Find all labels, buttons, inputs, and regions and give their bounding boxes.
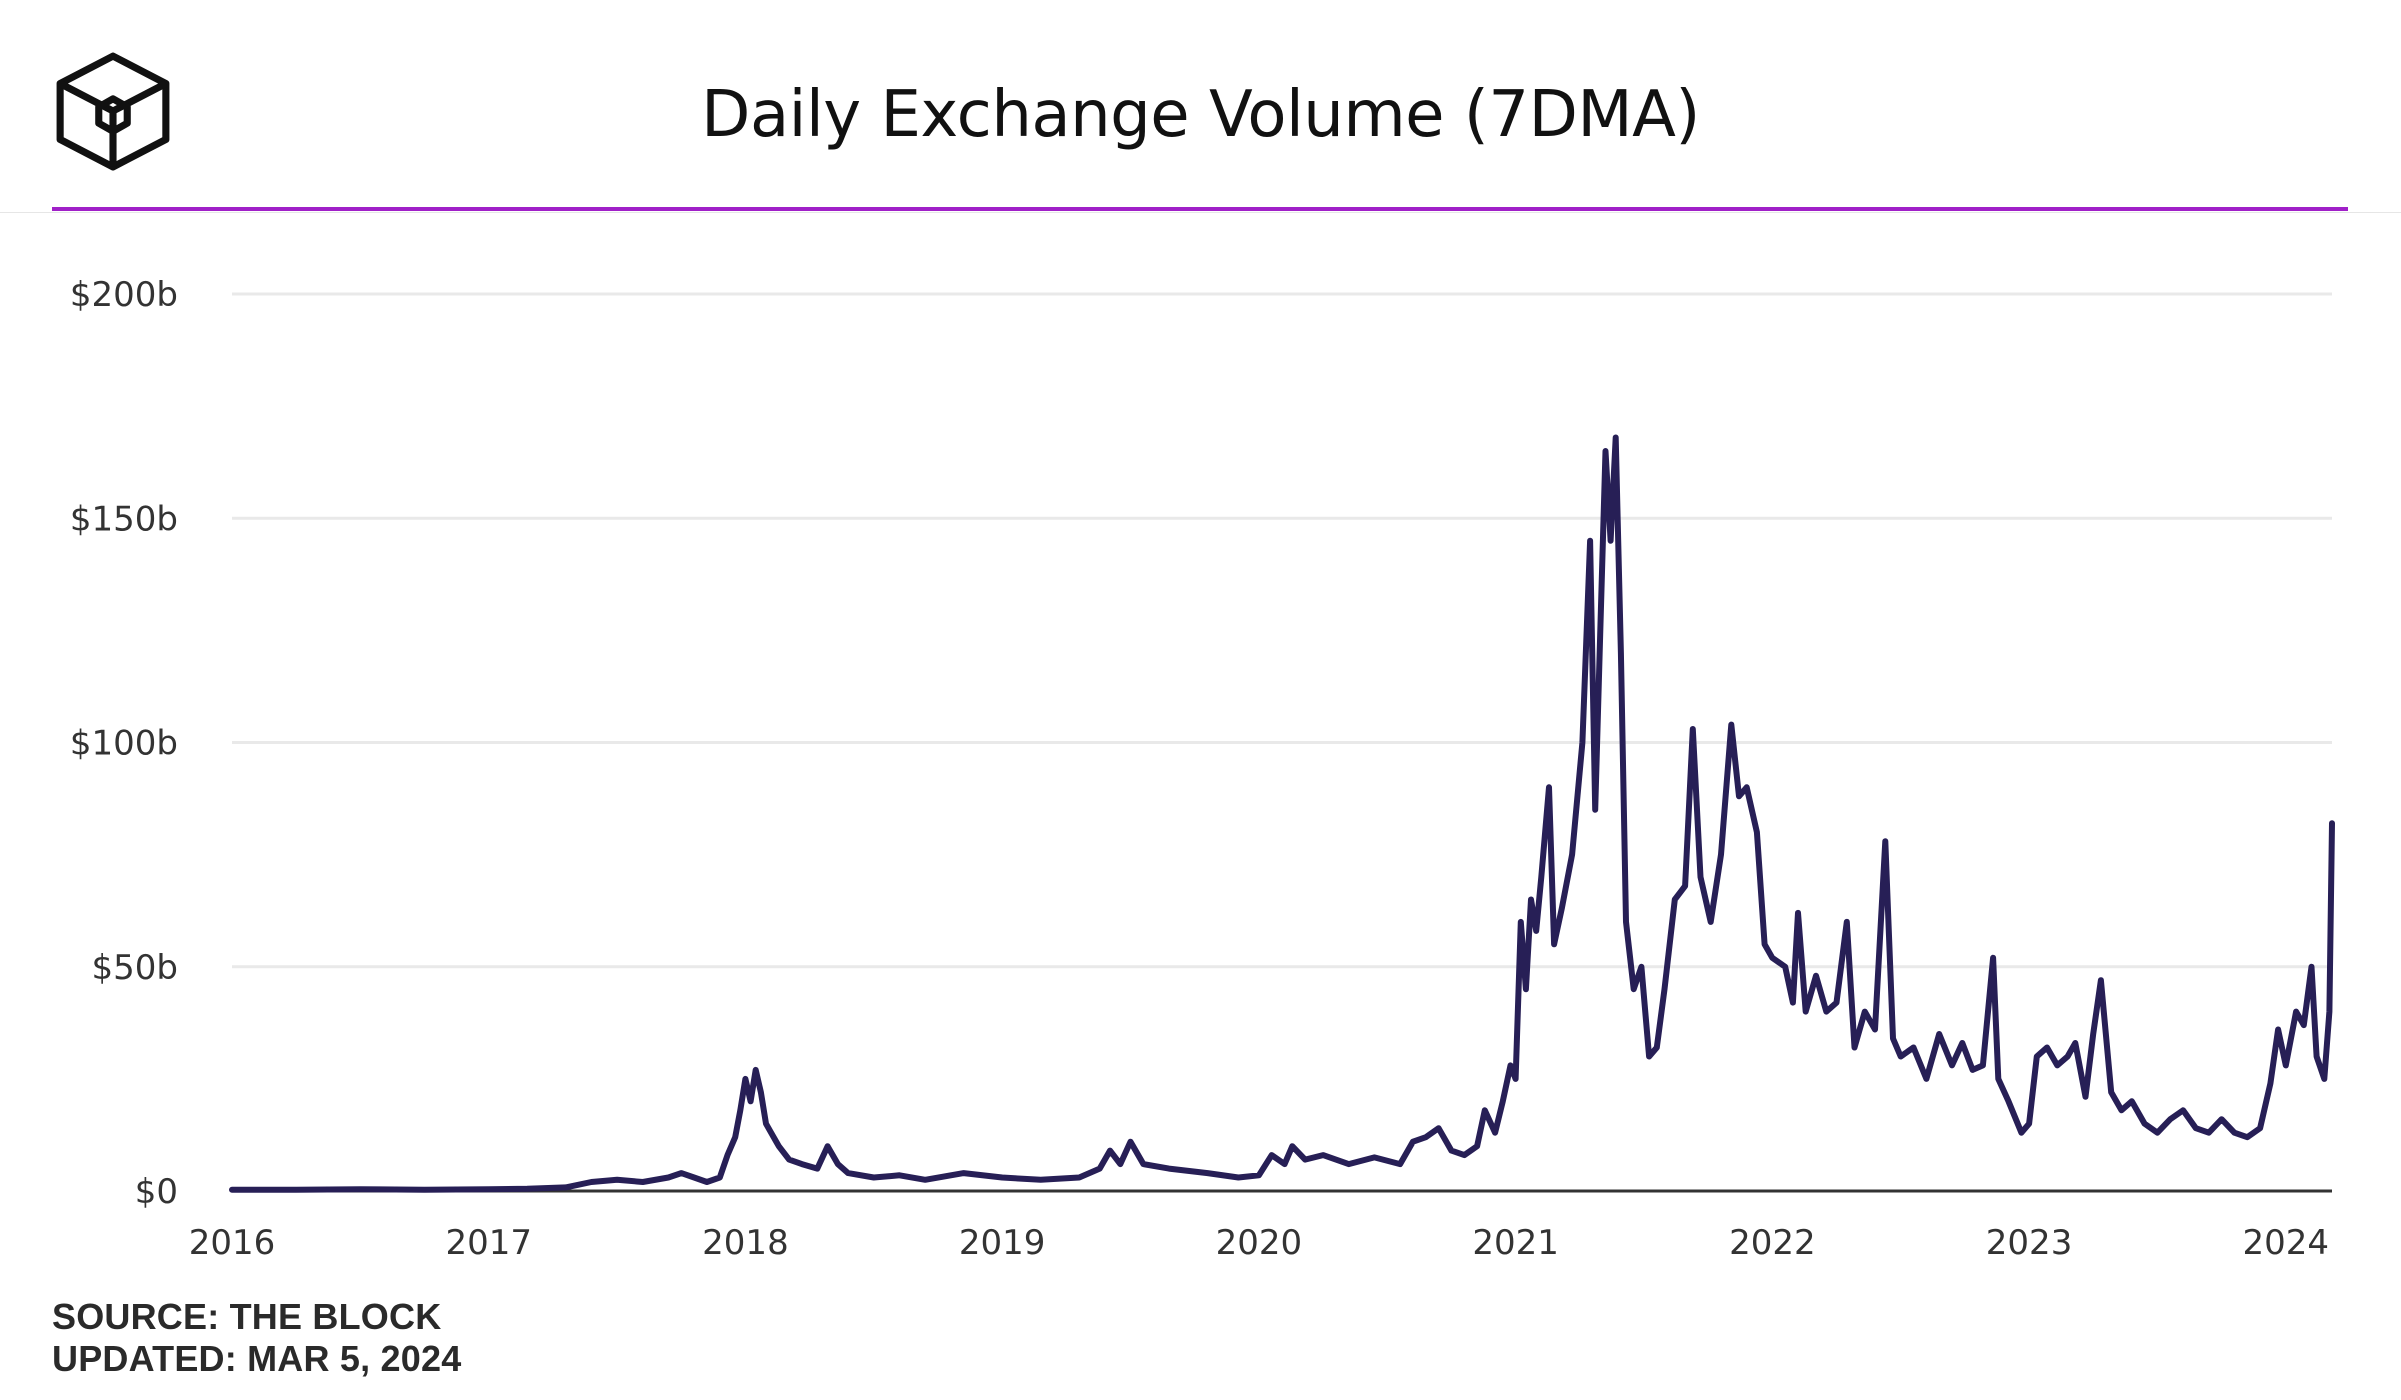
source-note: SOURCE: THE BLOCK <box>52 1296 442 1337</box>
chart-header: Daily Exchange Volume (7DMA) <box>0 0 2401 213</box>
x-tick-label: 2018 <box>702 1223 789 1263</box>
x-tick-label: 2016 <box>189 1223 276 1263</box>
the-block-cube-logo-icon <box>56 52 170 171</box>
x-axis-tick-labels: 2016 2017 2018 2019 2020 2021 2022 2023 2024 <box>189 1223 2329 1263</box>
x-tick-label: 2022 <box>1729 1223 1816 1263</box>
line-chart: $0$50b$100b$150b$200b 2016 2017 2018 2019 20… <box>70 275 2335 1263</box>
y-tick-label: $0 <box>135 1172 178 1212</box>
x-tick-label: 2024 <box>2243 1223 2330 1263</box>
y-axis-tick-labels: $0 $50b $100b $150b $200b <box>70 275 178 1212</box>
y-tick-label: $150b <box>70 499 178 539</box>
x-tick-label: 2021 <box>1472 1223 1559 1263</box>
updated-note: UPDATED: MAR 5, 2024 <box>52 1338 462 1379</box>
accent-rule <box>52 207 2348 211</box>
x-tick-label: 2019 <box>959 1223 1046 1263</box>
gridlines <box>232 292 2332 969</box>
y-tick-label: $50b <box>92 948 178 988</box>
x-tick-label: 2020 <box>1216 1223 1303 1263</box>
series-line-daily-exchange-volume <box>229 434 2335 1193</box>
x-tick-label: 2023 <box>1986 1223 2073 1263</box>
y-tick-label: $100b <box>70 724 178 764</box>
y-tick-label: $200b <box>70 275 178 315</box>
x-tick-label: 2017 <box>445 1223 532 1263</box>
chart-title: Daily Exchange Volume (7DMA) <box>701 78 1700 152</box>
footer: SOURCE: THE BLOCK UPDATED: MAR 5, 2024 <box>52 1296 461 1380</box>
